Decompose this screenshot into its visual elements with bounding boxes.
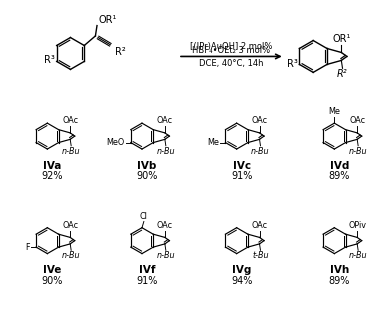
Text: [(IPr)AuOH] 2 mol%: [(IPr)AuOH] 2 mol%: [190, 42, 273, 51]
Text: 90%: 90%: [136, 171, 158, 181]
Text: 89%: 89%: [329, 276, 350, 286]
Text: MeO: MeO: [106, 138, 125, 147]
Text: DCE, 40°C, 14h: DCE, 40°C, 14h: [199, 59, 264, 68]
Text: OAc: OAc: [251, 117, 267, 126]
Text: IVc: IVc: [233, 161, 251, 171]
Text: Cl: Cl: [140, 212, 148, 221]
Text: n-Bu: n-Bu: [156, 147, 175, 156]
Text: OAc: OAc: [251, 221, 267, 230]
Text: OR¹: OR¹: [98, 14, 117, 25]
Text: 91%: 91%: [136, 276, 158, 286]
Text: OAc: OAc: [62, 117, 78, 126]
Text: n-Bu: n-Bu: [251, 147, 270, 156]
Text: 90%: 90%: [42, 276, 63, 286]
Text: OAc: OAc: [349, 117, 365, 126]
Text: 92%: 92%: [42, 171, 63, 181]
Text: R²: R²: [337, 69, 348, 79]
Text: n-Bu: n-Bu: [349, 251, 368, 260]
Text: OAc: OAc: [157, 221, 173, 230]
Text: Me: Me: [328, 107, 340, 116]
Text: n-Bu: n-Bu: [349, 147, 368, 156]
Text: F: F: [25, 243, 30, 252]
Text: OAc: OAc: [62, 221, 78, 230]
Text: n-Bu: n-Bu: [156, 251, 175, 260]
Text: IVf: IVf: [139, 265, 155, 275]
Text: R³: R³: [44, 56, 55, 65]
Text: 94%: 94%: [231, 276, 253, 286]
Text: n-Bu: n-Bu: [62, 251, 81, 260]
Text: t-Bu: t-Bu: [252, 251, 269, 260]
Text: n-Bu: n-Bu: [62, 147, 81, 156]
Text: R³: R³: [287, 59, 298, 69]
Text: R²: R²: [115, 47, 126, 57]
Text: IVb: IVb: [138, 161, 157, 171]
Text: IVe: IVe: [43, 265, 62, 275]
Text: OAc: OAc: [157, 117, 173, 126]
Text: 91%: 91%: [231, 171, 253, 181]
Text: IVd: IVd: [330, 161, 349, 171]
Text: Me: Me: [207, 138, 219, 147]
Text: 89%: 89%: [329, 171, 350, 181]
Text: HBF₄•OEt₂ 3 mol%: HBF₄•OEt₂ 3 mol%: [192, 47, 271, 56]
Text: IVg: IVg: [232, 265, 251, 275]
Text: OPiv: OPiv: [348, 221, 366, 230]
Text: OR¹: OR¹: [332, 33, 350, 44]
Text: IVa: IVa: [43, 161, 62, 171]
Text: IVh: IVh: [330, 265, 349, 275]
